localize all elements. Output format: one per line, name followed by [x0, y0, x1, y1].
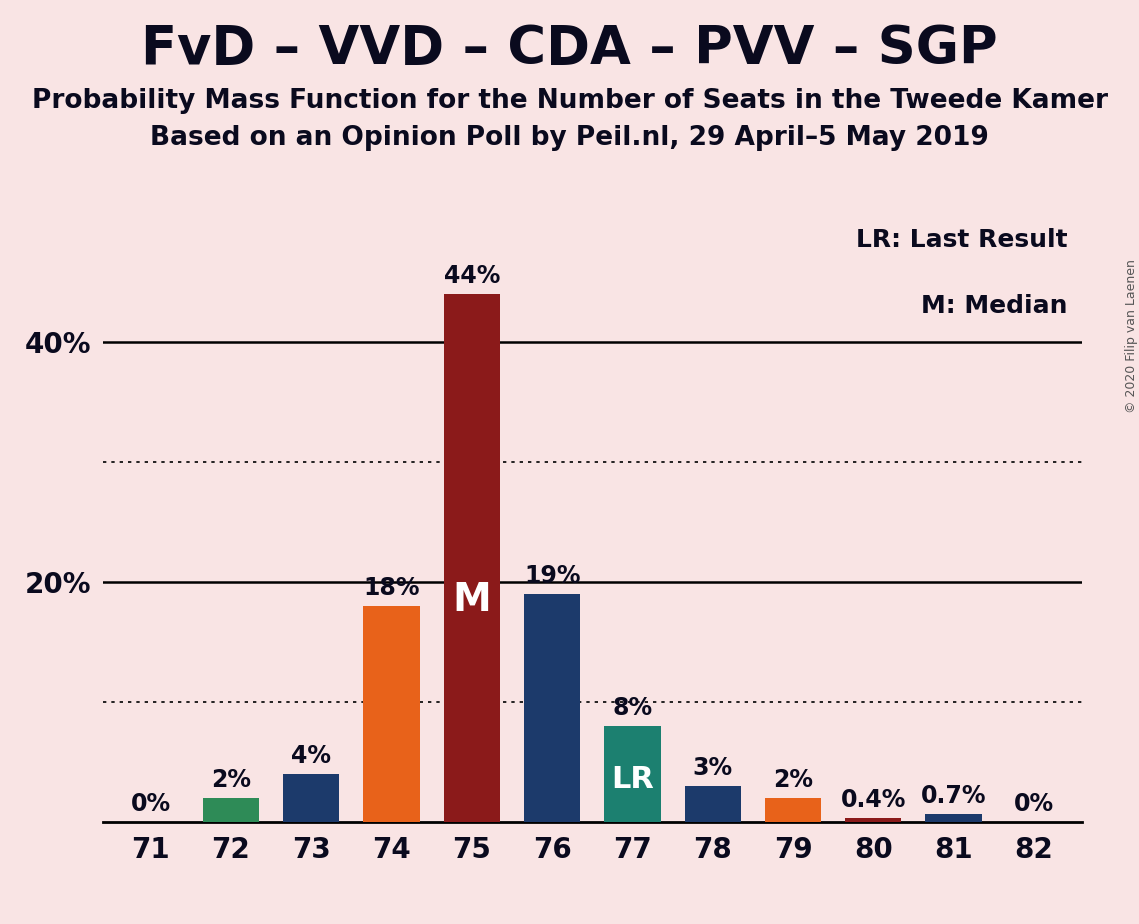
Text: 2%: 2% [211, 769, 251, 792]
Text: M: M [452, 581, 491, 619]
Text: 0.4%: 0.4% [841, 787, 906, 811]
Bar [444, 294, 500, 822]
Bar [284, 774, 339, 822]
Bar [363, 606, 419, 822]
Bar [845, 818, 901, 822]
Text: 4%: 4% [292, 745, 331, 769]
Text: LR: LR [611, 765, 654, 794]
Text: 19%: 19% [524, 565, 581, 588]
Text: 8%: 8% [613, 697, 653, 721]
Bar [926, 814, 982, 822]
Text: 18%: 18% [363, 577, 420, 601]
Text: Based on an Opinion Poll by Peil.nl, 29 April–5 May 2019: Based on an Opinion Poll by Peil.nl, 29 … [150, 125, 989, 151]
Text: FvD – VVD – CDA – PVV – SGP: FvD – VVD – CDA – PVV – SGP [141, 23, 998, 75]
Text: 44%: 44% [444, 264, 500, 288]
Bar [605, 726, 661, 822]
Text: 0%: 0% [131, 793, 171, 817]
Text: 0.7%: 0.7% [920, 784, 986, 808]
Bar [524, 594, 580, 822]
Text: 2%: 2% [773, 769, 813, 792]
Bar [685, 786, 740, 822]
Text: 0%: 0% [1014, 793, 1054, 817]
Bar [203, 798, 259, 822]
Text: LR: Last Result: LR: Last Result [855, 227, 1067, 251]
Text: © 2020 Filip van Laenen: © 2020 Filip van Laenen [1124, 259, 1138, 413]
Text: Probability Mass Function for the Number of Seats in the Tweede Kamer: Probability Mass Function for the Number… [32, 88, 1107, 114]
Bar [765, 798, 821, 822]
Text: M: Median: M: Median [920, 294, 1067, 318]
Text: 3%: 3% [693, 757, 732, 780]
